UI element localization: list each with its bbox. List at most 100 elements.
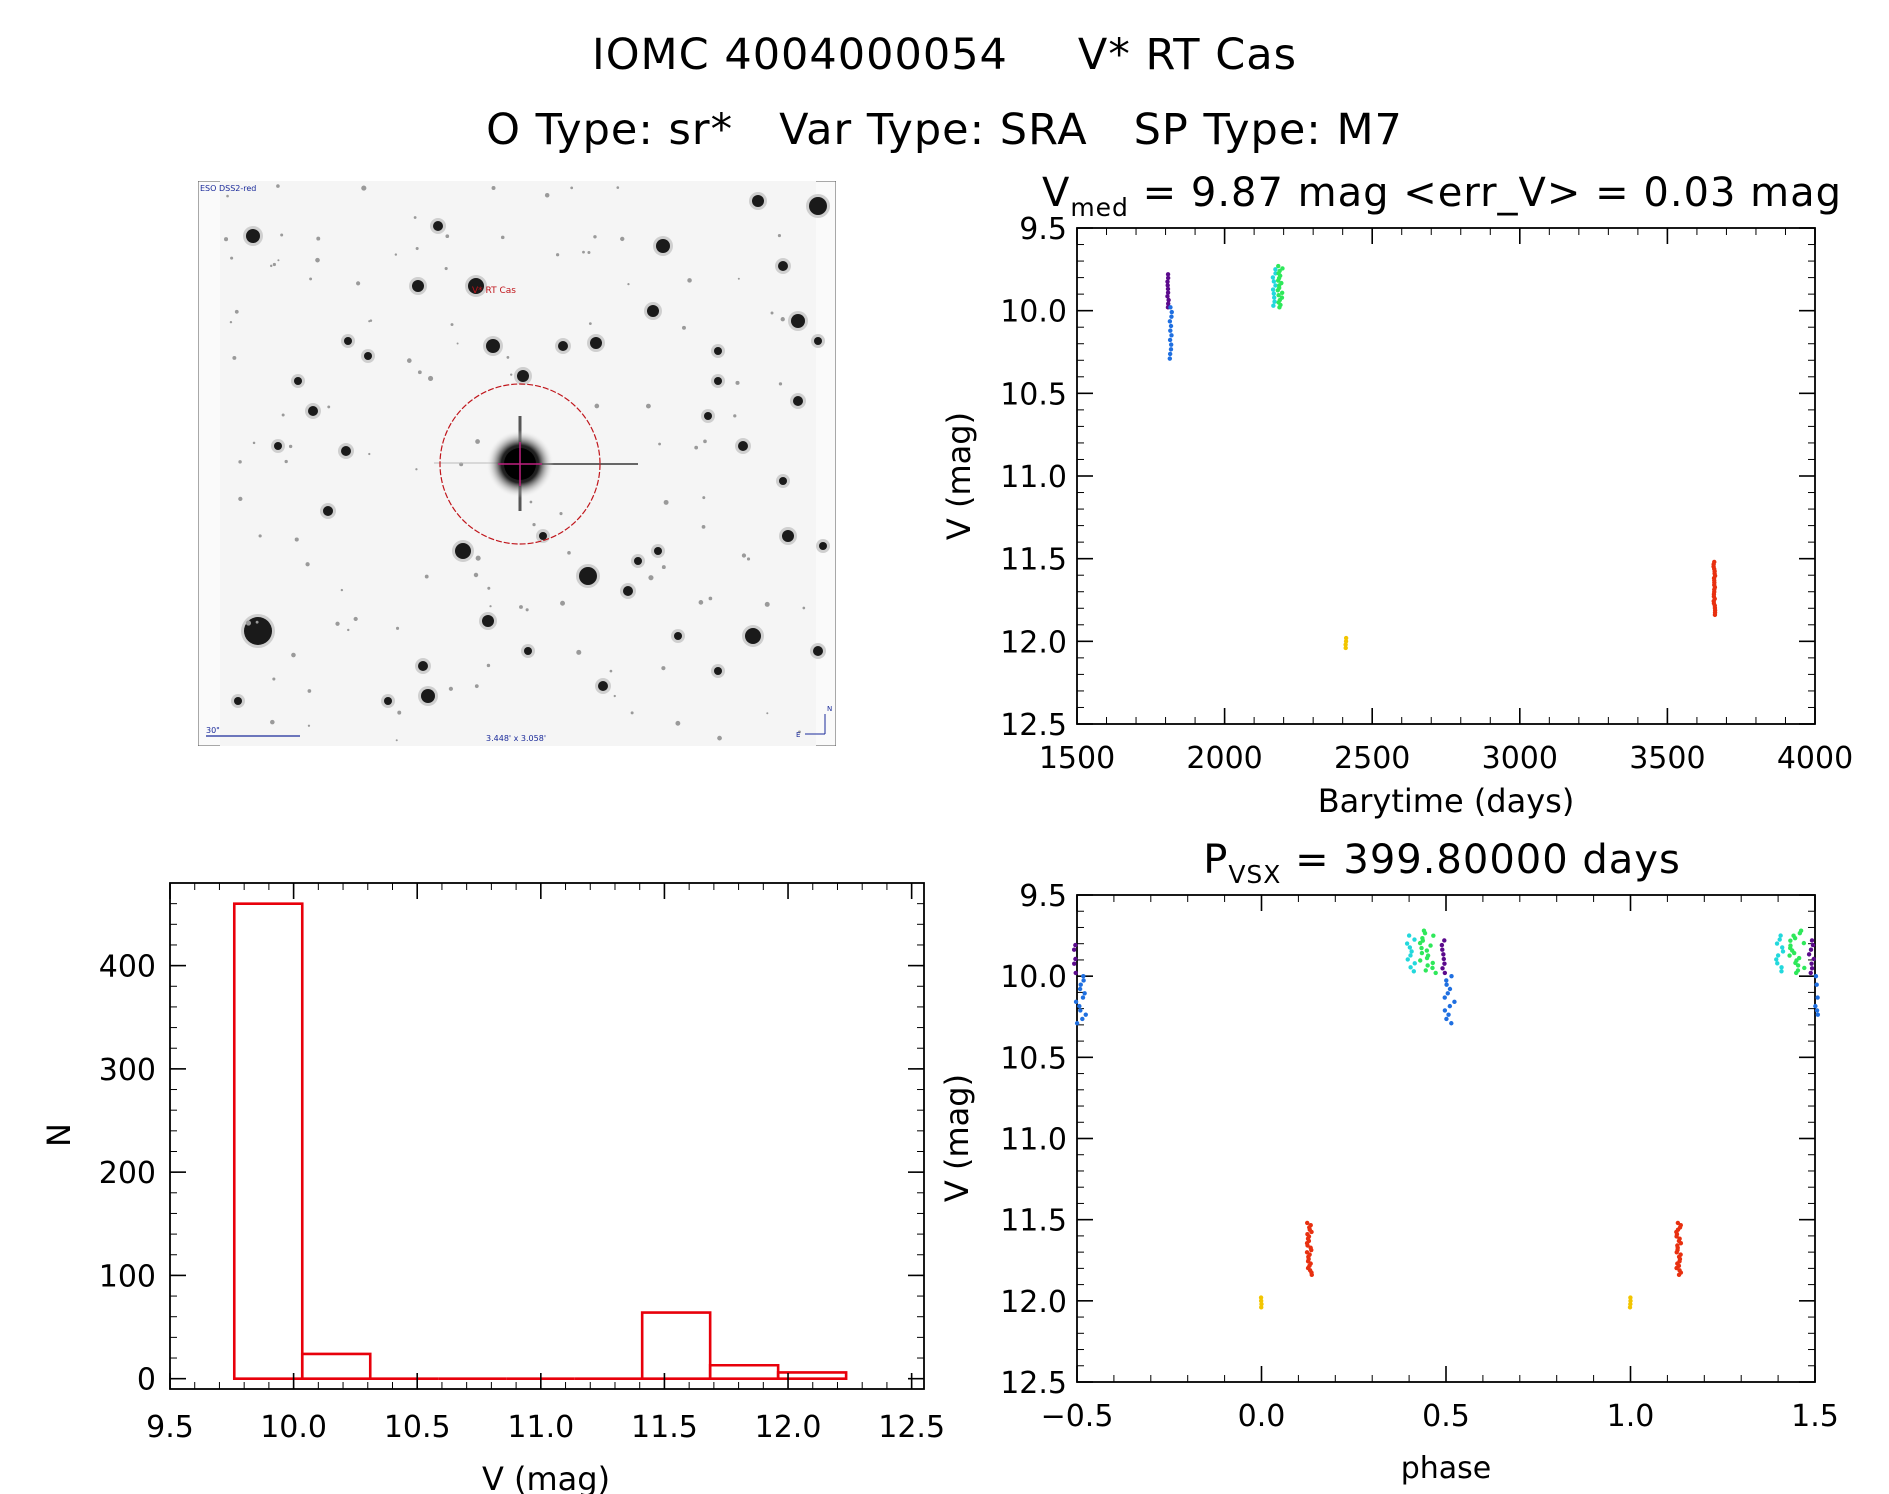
data-point-cyan <box>1411 969 1417 974</box>
star <box>482 615 494 627</box>
histogram-axes: 0 100 200 300 400 9.5 10.0 10.5 11.0 11.5 12.0 12.5 <box>99 883 945 1445</box>
data-point-green <box>1422 930 1428 936</box>
faint-star <box>475 555 481 561</box>
faint-star <box>559 512 563 516</box>
data-point-blue <box>1447 986 1453 992</box>
star-field <box>224 184 830 742</box>
faint-star <box>315 257 320 263</box>
faint-star <box>491 186 496 191</box>
data-point-cyan <box>1272 295 1277 300</box>
faint-star <box>353 616 358 622</box>
data-point-blue <box>1168 323 1174 329</box>
data-point-yellow <box>1628 1298 1633 1304</box>
data-point-green <box>1801 940 1807 946</box>
faint-star <box>397 710 402 715</box>
faint-star <box>658 442 661 446</box>
data-point-green <box>1430 965 1435 971</box>
histogram-bar <box>300 1352 372 1380</box>
star <box>793 396 803 406</box>
faint-star <box>500 235 505 240</box>
data-point-cyan <box>1409 949 1414 954</box>
faint-star <box>224 237 229 242</box>
variability-type: Var Type: SRA <box>779 105 1088 155</box>
data-point-blue <box>1078 1008 1083 1013</box>
data-point-blue <box>1169 314 1174 319</box>
star <box>809 197 827 215</box>
faint-star <box>489 605 492 608</box>
xtick-label: 3500 <box>1629 741 1705 776</box>
data-point-purple <box>1166 297 1171 303</box>
star <box>524 647 532 655</box>
star <box>674 632 682 640</box>
faint-star <box>305 562 310 567</box>
data-point-green <box>1275 288 1280 293</box>
star <box>779 477 787 485</box>
data-point-cyan <box>1779 965 1784 970</box>
lightcurve-points <box>1165 263 1718 651</box>
data-point-purple <box>1073 970 1078 976</box>
faint-star <box>369 319 373 322</box>
data-point-red <box>1674 1250 1679 1255</box>
data-point-yellow <box>1628 1295 1633 1300</box>
data-point-purple <box>1165 286 1171 292</box>
data-point-cyan <box>1408 953 1413 958</box>
faint-star <box>770 311 774 315</box>
data-point-blue <box>1444 978 1449 983</box>
compass-icon: N E <box>796 705 832 739</box>
faint-star <box>415 468 418 471</box>
ytick-label: 0 <box>137 1363 156 1398</box>
star <box>656 239 670 253</box>
phased-axes: 9.5 10.0 10.5 11.0 11.5 12.0 12.5−0.5 0.0 0.5 1.0… <box>1000 879 1839 1434</box>
xtick-label: 10.5 <box>384 1410 451 1445</box>
faint-star <box>764 601 770 607</box>
star <box>246 229 260 243</box>
faint-star <box>456 342 459 345</box>
star <box>738 441 748 451</box>
faint-star <box>276 184 280 188</box>
data-point-green <box>1431 933 1436 938</box>
lightcurve-ylabel: V (mag) <box>940 412 978 540</box>
data-point-blue <box>1446 1012 1451 1017</box>
faint-star <box>288 444 293 449</box>
data-point-yellow <box>1343 645 1348 651</box>
star <box>647 305 659 317</box>
faint-star <box>335 621 340 626</box>
ytick-label: 11.0 <box>1000 460 1067 495</box>
star <box>418 661 428 671</box>
star <box>517 370 529 382</box>
faint-star <box>613 694 616 698</box>
ytick-label: 11.5 <box>1000 543 1067 578</box>
star <box>714 377 722 385</box>
star <box>455 543 471 559</box>
data-point-purple <box>1806 952 1812 957</box>
star <box>344 337 352 345</box>
phased-title-rest: = 399.80000 days <box>1281 837 1680 883</box>
faint-star <box>475 439 480 444</box>
xtick-label: 0.5 <box>1422 1399 1470 1434</box>
ytick-label: 12.5 <box>1000 708 1067 743</box>
faint-star <box>702 496 706 500</box>
faint-star <box>406 358 412 363</box>
faint-star <box>327 405 331 409</box>
data-point-cyan <box>1775 953 1781 958</box>
lightcurve-panel: Vmed = 9.87 mag <err_V> = 0.03 mag 9.5 10… <box>940 170 1853 820</box>
data-point-blue <box>1169 333 1174 338</box>
faint-star <box>252 441 256 445</box>
xtick-label: 1.0 <box>1607 1399 1655 1434</box>
star <box>714 667 722 675</box>
faint-star <box>272 262 276 267</box>
data-point-purple <box>1809 966 1815 971</box>
data-point-green <box>1279 290 1285 295</box>
data-point-purple <box>1808 947 1814 952</box>
data-point-green <box>1433 970 1438 976</box>
data-point-blue <box>1167 356 1173 361</box>
star <box>412 280 424 292</box>
ytick-label: 12.0 <box>1000 625 1067 660</box>
data-point-blue <box>1073 999 1079 1005</box>
data-point-cyan <box>1271 303 1276 308</box>
data-point-green <box>1275 278 1281 283</box>
faint-star <box>567 551 571 555</box>
faint-star <box>444 266 448 271</box>
faint-star <box>717 735 722 741</box>
star <box>598 681 608 691</box>
